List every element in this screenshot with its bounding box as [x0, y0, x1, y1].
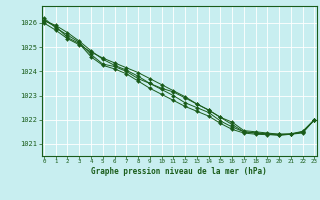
X-axis label: Graphe pression niveau de la mer (hPa): Graphe pression niveau de la mer (hPa) [91, 167, 267, 176]
